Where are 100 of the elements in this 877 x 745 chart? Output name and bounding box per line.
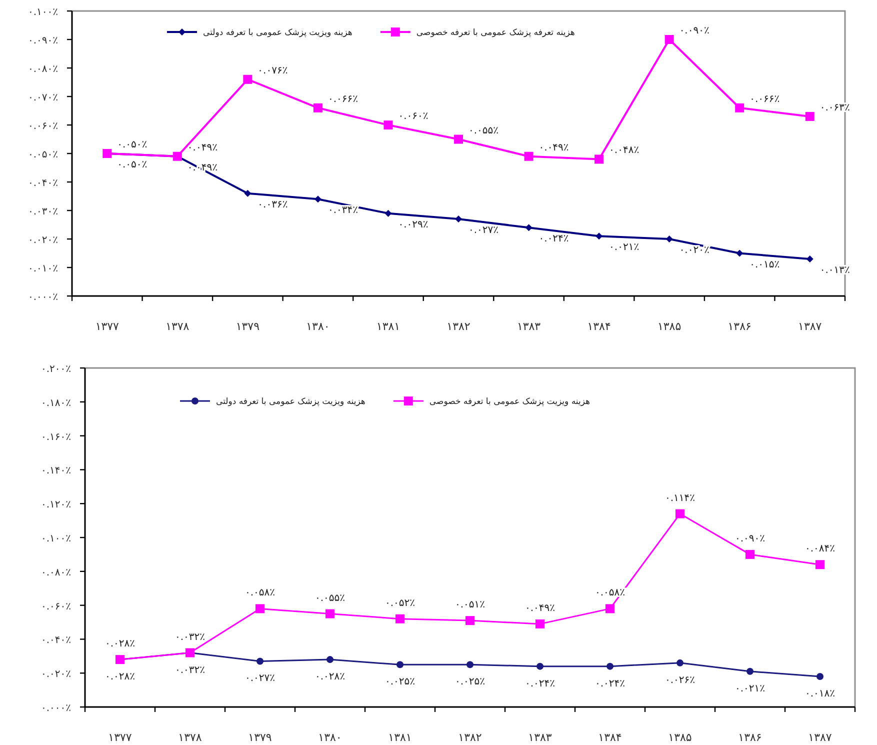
legend-label: هزینه ویزیت پزشک عمومی با تعرفه دولتی [216, 397, 366, 407]
x-tick-label: ۱۳۷۷ [108, 731, 132, 744]
x-tick-label: ۱۳۸۵ [658, 320, 682, 333]
point [816, 672, 824, 680]
data-label: ۰.۰۱۳٪ [820, 264, 850, 276]
point [594, 154, 604, 164]
y-tick-label: ۰.۰۶۰٪ [40, 601, 71, 612]
data-label: ۰.۰۲۰٪ [679, 245, 710, 256]
data-label: ۰.۰۶۶٪ [750, 94, 780, 105]
data-label: ۰.۰۲۵٪ [384, 676, 416, 688]
data-label: ۰.۰۱۸٪ [804, 688, 836, 700]
x-tick-label: ۱۳۸۰ [306, 320, 330, 333]
point [454, 134, 463, 144]
x-tick-label: ۱۳۸۶ [738, 731, 762, 744]
data-label: ۰.۰۹۰٪ [734, 533, 766, 544]
x-tick-label: ۱۳۸۷ [798, 320, 822, 333]
data-label: ۰.۰۳۴٪ [328, 205, 358, 216]
point [525, 224, 532, 232]
x-tick-label: ۱۳۸۱ [388, 731, 412, 744]
point [396, 614, 404, 624]
point [384, 210, 392, 217]
x-tick-label: ۱۳۸۳ [516, 320, 541, 333]
point [596, 232, 603, 240]
data-label: ۰.۰۲۹٪ [398, 219, 428, 230]
point [666, 236, 673, 242]
point [384, 120, 393, 130]
x-tick-label: ۱۳۸۵ [668, 731, 692, 744]
point [244, 190, 252, 197]
data-label: ۰.۰۲۴٪ [594, 678, 626, 690]
point [746, 668, 754, 675]
x-tick-label: ۱۳۷۸ [166, 320, 190, 333]
x-tick-label: ۱۳۷۹ [248, 731, 272, 744]
point [256, 604, 264, 614]
data-label: ۰.۰۵۸٪ [244, 588, 276, 599]
data-label: ۰.۰۲۶٪ [664, 674, 696, 686]
data-label: ۰.۰۱۵٪ [750, 259, 780, 270]
y-tick-label: ۰.۰۶۰٪ [28, 121, 58, 132]
point [396, 661, 404, 668]
point [536, 619, 544, 628]
y-tick-label: ۰.۰۵۰٪ [28, 150, 58, 160]
x-tick-label: ۱۳۸۱ [376, 320, 400, 333]
data-label: ۰.۰۴۸٪ [609, 145, 640, 156]
data-label: ۰.۰۵۵٪ [314, 592, 346, 604]
y-tick-label: ۰.۱۶۰٪ [40, 432, 71, 443]
point [676, 509, 684, 518]
x-tick-label: ۱۳۷۷ [95, 320, 120, 333]
data-label: ۰.۱۱۴٪ [664, 492, 696, 504]
y-tick-label: ۰.۱۰۰٪ [40, 534, 71, 544]
point [735, 103, 744, 112]
y-tick-label: ۰.۰۴۰٪ [40, 635, 71, 646]
point [314, 196, 322, 203]
y-tick-label: ۰.۱۲۰٪ [40, 500, 71, 511]
x-tick-label: ۱۳۸۴ [598, 731, 622, 744]
data-label: ۰.۰۲۷٪ [468, 225, 499, 236]
point [746, 550, 754, 559]
data-label: ۰.۰۲۸٪ [104, 672, 136, 683]
y-tick-label: ۰.۰۲۰٪ [28, 235, 58, 246]
x-tick-label: ۱۳۸۶ [728, 320, 752, 333]
legend-label: هزینه تعرفه پزشک عمومی با تعرفه خصوصی [416, 28, 575, 38]
data-label: ۰.۰۲۱٪ [734, 683, 766, 694]
data-label: ۰.۰۵۲٪ [384, 598, 416, 609]
data-label: ۰.۰۹۰٪ [679, 26, 710, 36]
point [606, 604, 614, 614]
y-tick-label: ۰.۰۲۰٪ [40, 669, 71, 680]
point [806, 255, 814, 262]
y-tick-label: ۰.۱۴۰٪ [40, 466, 71, 477]
data-label: ۰.۰۴۹٪ [538, 142, 569, 154]
point [466, 616, 474, 626]
data-label: ۰.۰۵۰٪ [117, 160, 148, 170]
x-tick-label: ۱۳۷۸ [178, 731, 202, 744]
point [805, 112, 814, 121]
legend-label: هزینه ویزیت پزشک عمومی با تعرفه دولتی [203, 28, 352, 38]
data-label: ۰.۰۵۱٪ [454, 600, 486, 611]
data-label: ۰.۰۸۴٪ [804, 544, 836, 555]
data-label: ۰.۰۲۸٪ [104, 638, 136, 650]
data-label: ۰.۰۲۴٪ [538, 234, 569, 245]
y-tick-label: ۰.۰۰۰٪ [40, 703, 71, 714]
data-label: ۰.۰۵۰٪ [117, 140, 148, 150]
data-label: ۰.۰۲۴٪ [524, 678, 556, 690]
data-label: ۰.۰۲۸٪ [314, 672, 346, 683]
x-tick-label: ۱۳۸۴ [587, 320, 611, 333]
point [606, 662, 614, 670]
data-label: ۰.۰۴۹٪ [187, 142, 218, 154]
x-tick-label: ۱۳۸۷ [808, 731, 832, 744]
legend-label: هزینه ویزیت پزشک عمومی با تعرفه خصوصی [429, 397, 590, 407]
y-tick-label: ۰.۰۷۰٪ [28, 92, 58, 104]
point [676, 659, 684, 666]
data-label: ۰.۰۳۲٪ [174, 632, 206, 643]
point [326, 609, 334, 618]
point [243, 74, 252, 84]
point [466, 661, 474, 668]
data-label: ۰.۰۴۹٪ [524, 602, 556, 614]
point [524, 152, 534, 161]
data-label: ۰.۰۲۱٪ [609, 242, 640, 254]
x-tick-label: ۱۳۸۳ [528, 731, 552, 744]
y-tick-label: ۰.۰۱۰٪ [28, 264, 58, 274]
point [256, 658, 264, 665]
y-tick-label: ۰.۰۰۰٪ [28, 292, 58, 303]
data-label: ۰.۰۶۰٪ [398, 111, 428, 122]
data-label: ۰.۰۳۶٪ [258, 199, 288, 210]
